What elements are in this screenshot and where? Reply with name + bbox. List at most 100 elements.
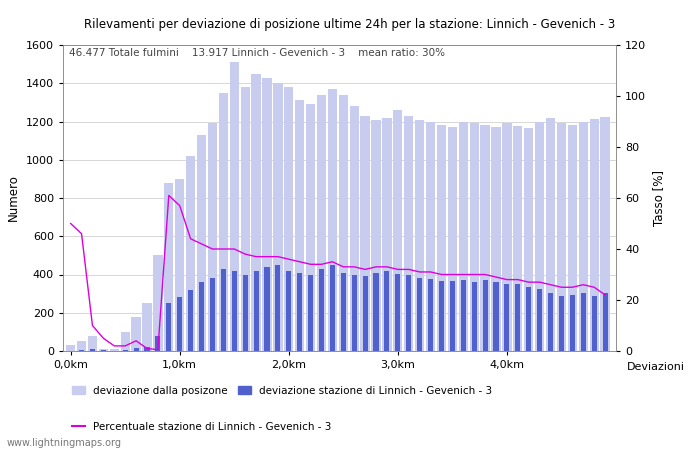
Bar (297, 273, 302, 351)
Bar (450, 281, 455, 351)
Bar (384, 271, 389, 351)
Bar (437, 125, 446, 351)
Bar (122, 350, 127, 351)
Text: 46.477 Totale fulmini    13.917 Linnich - Gevenich - 3    mean ratio: 30%: 46.477 Totale fulmini 13.917 Linnich - G… (69, 48, 445, 58)
Bar (339, 95, 348, 351)
Bar (480, 125, 490, 351)
Bar (546, 117, 555, 351)
Bar (230, 62, 239, 351)
Bar (372, 120, 381, 351)
Bar (470, 123, 479, 351)
Bar (155, 336, 160, 351)
Bar (360, 116, 370, 351)
Bar (275, 265, 281, 351)
Bar (77, 342, 86, 351)
Bar (415, 120, 424, 351)
Bar (579, 122, 588, 351)
Bar (188, 290, 193, 351)
Bar (167, 303, 172, 351)
Bar (251, 74, 260, 351)
Bar (253, 271, 258, 351)
Text: www.lightningmaps.org: www.lightningmaps.org (7, 438, 122, 448)
Bar (428, 279, 433, 351)
Bar (317, 95, 326, 351)
Bar (592, 297, 596, 351)
Bar (503, 123, 512, 351)
Bar (262, 77, 272, 351)
Text: Deviazioni: Deviazioni (626, 362, 685, 372)
Bar (328, 89, 337, 351)
Bar (524, 128, 533, 351)
Bar (99, 349, 108, 351)
Bar (220, 269, 226, 351)
Bar (142, 303, 152, 351)
Bar (482, 280, 488, 351)
Bar (351, 274, 357, 351)
Bar (319, 269, 324, 351)
Bar (363, 276, 368, 351)
Text: Rilevamenti per deviazione di posizione ultime 24h per la stazione: Linnich - Ge: Rilevamenti per deviazione di posizione … (85, 18, 615, 31)
Y-axis label: Tasso [%]: Tasso [%] (652, 170, 665, 226)
Bar (374, 273, 379, 351)
Bar (90, 350, 95, 351)
Bar (210, 278, 215, 351)
Bar (395, 274, 400, 351)
Bar (243, 274, 248, 351)
Bar (491, 127, 500, 351)
Bar (284, 87, 293, 351)
Bar (556, 123, 566, 351)
Bar (295, 100, 304, 351)
Bar (164, 183, 174, 351)
Bar (589, 119, 598, 351)
Bar (265, 267, 270, 351)
Bar (349, 106, 359, 351)
Bar (382, 117, 391, 351)
Bar (88, 336, 97, 351)
Bar (120, 332, 130, 351)
Bar (218, 93, 228, 351)
Bar (273, 83, 283, 351)
Bar (241, 87, 250, 351)
Bar (472, 282, 477, 351)
Bar (308, 274, 313, 351)
Bar (417, 278, 422, 351)
Bar (175, 179, 184, 351)
Bar (208, 123, 217, 351)
Bar (110, 350, 119, 351)
Bar (66, 345, 76, 351)
Bar (515, 284, 520, 351)
Bar (232, 271, 237, 351)
Bar (406, 275, 412, 351)
Bar (458, 122, 468, 351)
Legend: Percentuale stazione di Linnich - Gevenich - 3: Percentuale stazione di Linnich - Geveni… (68, 418, 336, 436)
Bar (404, 116, 414, 351)
Bar (199, 282, 204, 351)
Bar (537, 289, 542, 351)
Bar (448, 127, 457, 351)
Bar (505, 284, 510, 351)
Bar (494, 282, 498, 351)
Bar (153, 256, 162, 351)
Bar (548, 292, 553, 351)
Bar (132, 317, 141, 351)
Bar (177, 297, 182, 351)
Bar (330, 265, 335, 351)
Bar (535, 122, 545, 351)
Bar (79, 350, 84, 351)
Bar (513, 126, 522, 351)
Bar (197, 135, 206, 351)
Legend: deviazione dalla posizone, deviazione stazione di Linnich - Gevenich - 3: deviazione dalla posizone, deviazione st… (68, 382, 496, 400)
Bar (570, 295, 575, 351)
Bar (144, 347, 150, 351)
Bar (603, 292, 608, 351)
Bar (341, 273, 346, 351)
Bar (426, 122, 435, 351)
Bar (559, 297, 564, 351)
Bar (286, 271, 291, 351)
Bar (461, 280, 466, 351)
Bar (581, 292, 586, 351)
Bar (306, 104, 315, 351)
Bar (186, 156, 195, 351)
Bar (439, 281, 444, 351)
Bar (526, 287, 531, 351)
